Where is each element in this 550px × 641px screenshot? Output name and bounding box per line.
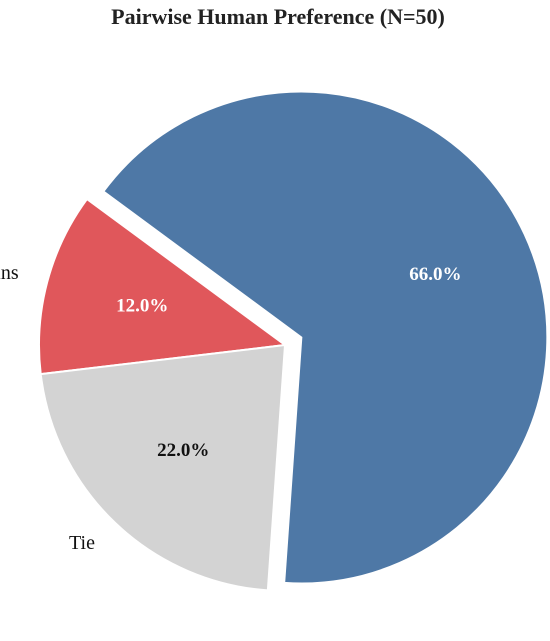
pie-slice-gda-corag-wins xyxy=(101,90,549,585)
percent-label-tie: 22.0% xyxy=(157,440,209,461)
pie-slices xyxy=(38,90,549,592)
percent-label-gda-corag-wins: 66.0% xyxy=(409,264,461,285)
category-label-bm25-basic-wins: BM25-Basic Wins xyxy=(0,262,19,284)
pie-slice-tie xyxy=(39,343,287,592)
percent-label-bm25-basic-wins: 12.0% xyxy=(116,296,168,317)
chart-title: Pairwise Human Preference (N=50) xyxy=(111,4,445,29)
pie-labels: 66.0%GDA-CoRAG Wins12.0%BM25-Basic Wins2… xyxy=(0,262,461,554)
category-label-tie: Tie xyxy=(69,532,95,554)
pie-slice-bm25-basic-wins xyxy=(38,197,288,376)
